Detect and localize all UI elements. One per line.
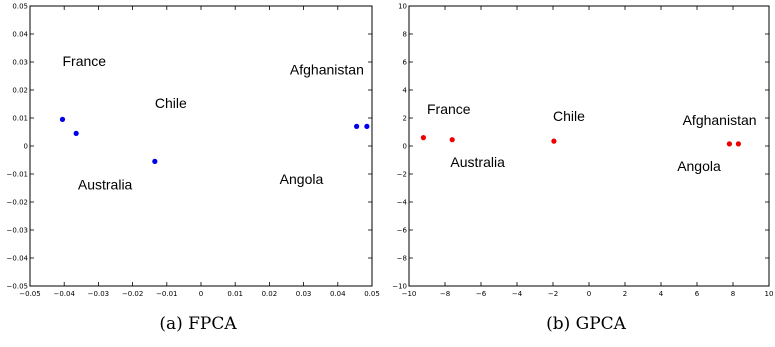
y-tick-label: 0.01 bbox=[12, 115, 28, 123]
y-tick-label: 2 bbox=[403, 115, 407, 123]
y-tick-label: 6 bbox=[403, 59, 408, 67]
data-point bbox=[735, 141, 742, 147]
y-tick-label: 8 bbox=[403, 31, 407, 39]
x-tick-label: 0.04 bbox=[330, 290, 346, 298]
y-tick-label: 0.04 bbox=[12, 31, 28, 39]
y-tick-label: 4 bbox=[403, 87, 408, 95]
point-label: France bbox=[427, 101, 471, 117]
point-label: France bbox=[62, 53, 106, 69]
y-tick-label: −0.05 bbox=[7, 283, 28, 291]
y-tick-label: 0.02 bbox=[12, 87, 28, 95]
x-tick-label: 4 bbox=[659, 290, 664, 298]
panel-caption: (b) GPCA bbox=[546, 314, 627, 334]
point-label: Angola bbox=[280, 171, 324, 187]
x-tick-label: 0.03 bbox=[296, 290, 312, 298]
x-tick-label: −2 bbox=[548, 290, 558, 298]
plot-frame bbox=[408, 5, 770, 287]
x-tick-label: 0.01 bbox=[227, 290, 243, 298]
x-tick-label: −0.02 bbox=[122, 290, 143, 298]
y-tick-label: −0.02 bbox=[7, 199, 28, 207]
point-label: Australia bbox=[78, 176, 133, 192]
y-tick-label: 0.03 bbox=[12, 59, 28, 67]
data-point bbox=[420, 135, 426, 141]
x-tick-label: −0.04 bbox=[53, 290, 75, 298]
y-tick-label: 0 bbox=[403, 143, 407, 151]
data-point bbox=[449, 137, 455, 143]
data-point bbox=[152, 158, 158, 164]
point-label: Angola bbox=[677, 158, 721, 174]
y-tick-label: 10 bbox=[398, 3, 407, 11]
point-label: Chile bbox=[553, 108, 585, 124]
y-tick-label: 0.05 bbox=[12, 3, 28, 11]
data-point bbox=[354, 123, 360, 129]
y-tick-label: −8 bbox=[397, 255, 407, 263]
point-label: Chile bbox=[155, 95, 187, 111]
x-tick-label: 10 bbox=[765, 290, 774, 298]
x-tick-label: −8 bbox=[440, 290, 450, 298]
x-tick-label: −0.03 bbox=[88, 290, 109, 298]
x-tick-label: −10 bbox=[402, 290, 417, 298]
x-tick-label: 6 bbox=[695, 290, 700, 298]
point-label: Afghanistan bbox=[290, 62, 364, 78]
x-tick-label: 0 bbox=[587, 290, 591, 298]
point-label: Afghanistan bbox=[683, 112, 757, 128]
y-tick-label: −2 bbox=[397, 171, 407, 179]
data-point bbox=[59, 116, 66, 122]
x-tick-label: −4 bbox=[512, 290, 523, 298]
x-tick-label: 0 bbox=[199, 290, 203, 298]
y-tick-label: −6 bbox=[397, 227, 408, 235]
panel-caption: (a) FPCA bbox=[159, 314, 237, 334]
data-point bbox=[364, 123, 370, 129]
x-tick-label: −6 bbox=[476, 290, 487, 298]
y-tick-label: −0.04 bbox=[7, 255, 29, 263]
x-tick-label: −0.01 bbox=[156, 290, 177, 298]
data-point bbox=[73, 130, 79, 136]
y-tick-label: −0.03 bbox=[7, 227, 28, 235]
data-point bbox=[551, 138, 557, 144]
chart-panel-2: −10 −8 −6 −4 −2 0 2 4 6 8 10 −10 −8 −6 −4 −2 0 2 4 6 8 10 Fran… bbox=[392, 3, 773, 335]
y-tick-label: −10 bbox=[392, 283, 407, 291]
x-tick-label: 2 bbox=[623, 290, 627, 298]
x-tick-label: −0.05 bbox=[19, 290, 40, 298]
x-tick-label: 0.02 bbox=[262, 290, 278, 298]
point-label: Australia bbox=[450, 154, 505, 170]
y-tick-label: 0 bbox=[24, 143, 28, 151]
x-tick-label: 8 bbox=[731, 290, 735, 298]
chart-panel-1: −0.05 −0.04 −0.03 −0.02 −0.01 0 0.01 0.02 0.03 0.… bbox=[7, 3, 380, 335]
plot-frame bbox=[29, 5, 373, 287]
y-tick-label: −0.01 bbox=[7, 171, 28, 179]
y-tick-label: −4 bbox=[397, 199, 408, 207]
data-point bbox=[726, 141, 733, 147]
x-tick-label: 0.05 bbox=[364, 290, 380, 298]
